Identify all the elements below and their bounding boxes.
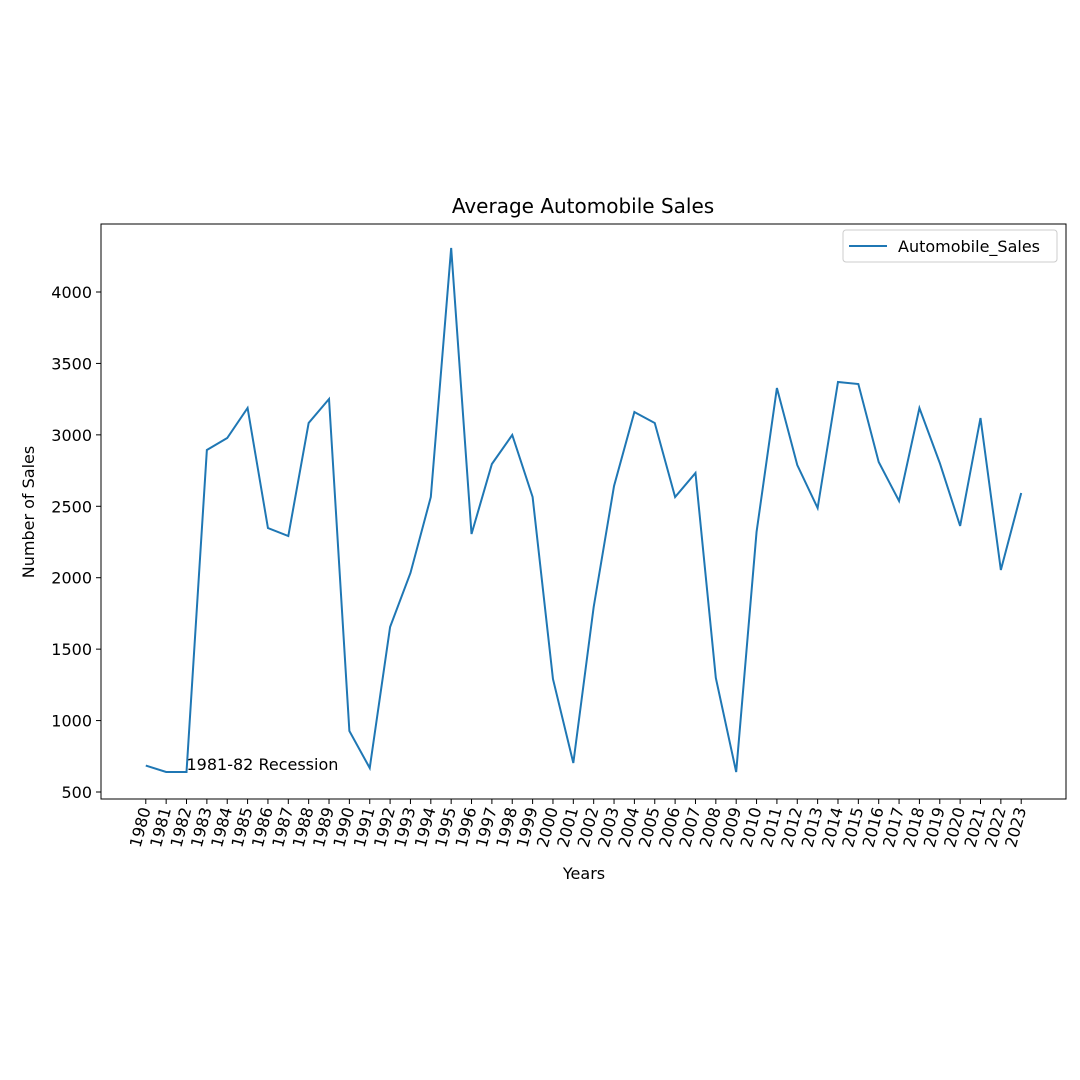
annotation: 1981-82 Recession [187, 755, 339, 774]
y-axis-label: Number of Sales [19, 446, 38, 578]
y-tick-label: 3000 [51, 426, 92, 445]
y-tick-label: 500 [61, 783, 92, 802]
chart-title: Average Automobile Sales [452, 194, 714, 218]
y-tick-label: 4000 [51, 283, 92, 302]
y-tick-label: 1000 [51, 712, 92, 731]
legend-box [842, 229, 1058, 263]
data-line [145, 247, 1023, 773]
y-tick-label: 2500 [51, 497, 92, 516]
legend-label: Automobile_Sales [898, 237, 1040, 257]
plot-frame [100, 223, 1067, 800]
y-tick-label: 2000 [51, 569, 92, 588]
x-axis-label: Years [562, 864, 605, 883]
y-tick-label: 3500 [51, 354, 92, 373]
y-tick-label: 1500 [51, 640, 92, 659]
